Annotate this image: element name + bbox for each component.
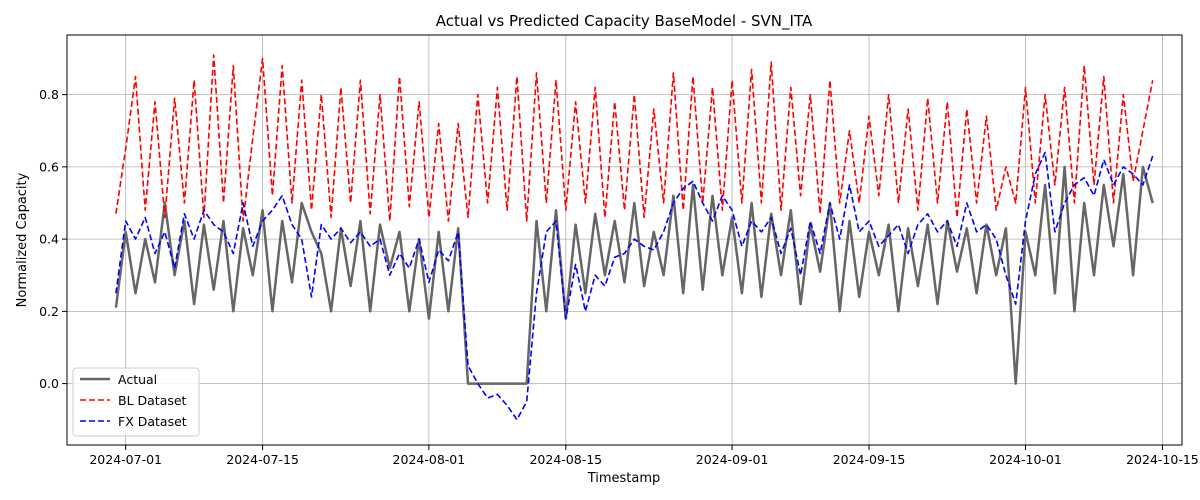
x-tick-label: 2024-08-15 <box>529 452 602 467</box>
x-axis-label: Timestamp <box>587 471 661 486</box>
series-actual <box>114 165 1154 385</box>
series-fx-dataset <box>115 151 1154 421</box>
grid <box>67 35 1182 445</box>
x-tick-label: 2024-10-01 <box>989 452 1062 467</box>
x-tick-label: 2024-08-01 <box>393 452 466 467</box>
series-layer <box>114 54 1154 421</box>
y-axis-label: Normalized Capacity <box>15 172 30 307</box>
y-axis: 0.0 0.2 0.4 0.6 0.8 <box>39 87 67 391</box>
y-tick-label: 0.0 <box>39 376 59 391</box>
x-tick-label: 2024-09-15 <box>833 452 906 467</box>
plot-frame <box>66 34 1183 446</box>
x-tick-label: 2024-10-15 <box>1126 452 1199 467</box>
x-tick-label: 2024-07-15 <box>226 452 299 467</box>
x-tick-label: 2024-07-01 <box>89 452 162 467</box>
chart-title: Actual vs Predicted Capacity BaseModel -… <box>436 12 813 31</box>
y-tick-label: 0.4 <box>39 232 59 247</box>
y-tick-label: 0.2 <box>39 304 59 319</box>
legend-box <box>72 367 200 437</box>
y-tick-label: 0.6 <box>39 159 59 174</box>
x-axis: 2024-07-01 2024-07-15 2024-08-01 2024-08-15… <box>89 445 1199 467</box>
legend-label-actual: Actual <box>118 372 157 387</box>
y-tick-label: 0.8 <box>39 87 59 102</box>
series-bl-dataset <box>115 54 1154 222</box>
x-tick-label: 2024-09-01 <box>696 452 769 467</box>
legend-label-fx: FX Dataset <box>118 414 187 429</box>
legend: Actual BL Dataset FX Dataset <box>72 367 200 437</box>
legend-label-bl: BL Dataset <box>118 393 187 408</box>
